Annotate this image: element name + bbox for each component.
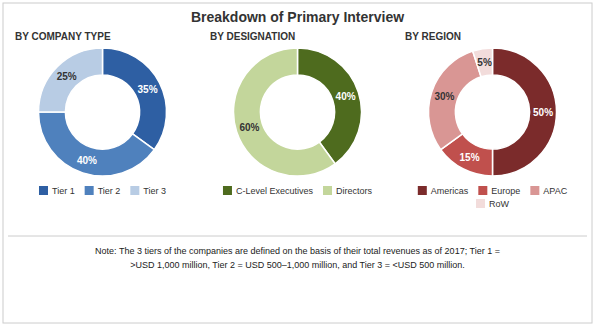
slice [429,51,482,149]
legend-swatch [476,199,485,208]
panel: BY COMPANY TYPE35%40%25%Tier 1Tier 2Tier… [15,31,166,196]
frame [3,3,592,323]
slice [473,48,493,77]
slice [233,48,335,176]
legend-item: C-Level Executives [223,186,314,196]
slice [39,112,155,176]
legend-item: RoW [476,199,510,209]
subtitle: BY COMPANY TYPE [15,31,111,42]
legend: C-Level Executives Directors [223,186,373,196]
data-label: 35% [138,84,158,95]
legend-label: Tier 2 [98,186,121,196]
slice [493,48,557,176]
legend-label: C-Level Executives [236,186,314,196]
separator [8,236,587,237]
data-label: 60% [239,122,259,133]
legend-swatch [323,186,332,195]
data-label: 25% [57,71,77,82]
subtitle: BY REGION [405,31,461,42]
slice [298,48,362,164]
legend: Americas Europe APAC RoW [418,186,568,209]
legend-label: Tier 3 [143,186,166,196]
legend: Tier 1 Tier 2 Tier 3 [39,186,166,196]
legend-item: Americas [418,186,469,196]
legend-item: Europe [478,186,520,196]
legend-swatch [418,186,427,195]
legend-label: Europe [491,186,520,196]
legend-label: APAC [543,186,567,196]
panel: BY REGION 50% 15% 30% 5% Americas Europe APAC Ro… [405,31,568,209]
donut: 35% 40% 25% [39,48,167,176]
data-label: 40% [77,155,97,166]
data-label: 40% [336,91,356,102]
title: Breakdown of Primary Interview [191,9,404,25]
legend-label: Americas [431,186,469,196]
legend-item: Directors [323,186,373,196]
data-label: 30% [434,91,454,102]
slice [39,48,103,112]
data-label: 5% [477,57,492,68]
legend-item: Tier 3 [130,186,166,196]
chart-root: Breakdown of Primary Interview BY COMPANY… [0,0,595,326]
data-label: 50% [533,107,553,118]
note: >USD 1,000 million, Tier 2 = USD 500–1,0… [130,260,465,270]
legend-label: RoW [489,199,510,209]
legend-swatch [39,186,48,195]
data-label: 15% [460,152,480,163]
donut: 50% 15% 30% 5% [429,48,557,176]
legend-item: APAC [530,186,567,196]
legend-swatch [478,186,487,195]
subtitle: BY DESIGNATION [210,31,295,42]
legend-swatch [530,186,539,195]
legend-label: Directors [336,186,373,196]
panel: BY DESIGNATION 40% 60% C-Level Executives Di… [210,31,373,196]
legend-swatch [130,186,139,195]
legend-swatch [85,186,94,195]
legend-swatch [223,186,232,195]
note: Note: The 3 tiers of the companies are d… [95,246,500,256]
legend-item: Tier 2 [85,186,121,196]
donut: 40% 60% [233,48,361,176]
legend-label: Tier 1 [52,186,75,196]
legend-item: Tier 1 [39,186,75,196]
